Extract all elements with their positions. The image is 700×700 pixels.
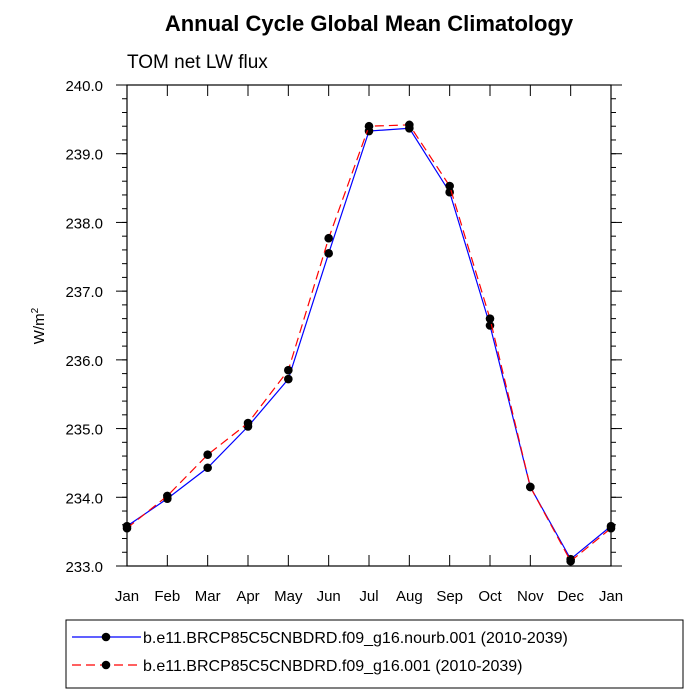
x-tick-label: Jan xyxy=(599,588,623,605)
series-2-point xyxy=(364,121,374,131)
x-tick-label: Jan xyxy=(115,588,139,605)
y-tick-label: 237.0 xyxy=(65,284,103,301)
y-axis-label: W/m2 xyxy=(30,307,48,344)
chart-title: Annual Cycle Global Mean Climatology xyxy=(165,11,574,36)
x-tick-label: Aug xyxy=(396,588,423,605)
series-2-point xyxy=(324,233,333,243)
series-line-2 xyxy=(126,124,612,563)
legend-box xyxy=(65,619,684,689)
y-tick-label: 235.0 xyxy=(65,422,103,439)
x-tick-label: Jun xyxy=(317,588,341,605)
y-tick-label: 236.0 xyxy=(65,353,103,370)
x-tick-label: Nov xyxy=(517,588,544,605)
x-tick-label: Mar xyxy=(195,588,221,605)
y-tick-label: 239.0 xyxy=(65,147,103,164)
series-2-point xyxy=(243,418,253,428)
y-axis-label-main: W/m xyxy=(31,313,48,344)
legend: b.e11.BRCP85C5CNBDRD.f09_g16.nourb.001 (… xyxy=(72,630,568,675)
series-1-point xyxy=(324,249,333,258)
series-2-point xyxy=(284,365,293,375)
y-axis-label-superscript: 2 xyxy=(30,307,41,313)
series-2-point xyxy=(122,523,132,533)
chart-subtitle: TOM net LW flux xyxy=(127,52,268,73)
series-2-point xyxy=(566,556,575,566)
series-1-point xyxy=(203,463,212,473)
x-tick-label: Jul xyxy=(359,588,378,605)
series-2-point xyxy=(163,491,172,501)
plot-area: Jan Feb Mar Apr May Jun Jul Aug Sep Oct Nov Dec Jan 2… xyxy=(65,78,623,605)
x-tick-label: Feb xyxy=(154,588,180,605)
legend-marker-1 xyxy=(101,632,111,642)
series-2-point xyxy=(606,523,616,533)
y-tick-label: 234.0 xyxy=(65,490,103,507)
series-2-point xyxy=(445,181,454,191)
series-2-point xyxy=(203,450,212,459)
y-tick-label: 238.0 xyxy=(65,215,103,232)
x-tick-label: Sep xyxy=(436,588,463,605)
series-line-1 xyxy=(126,127,612,561)
plot-frame xyxy=(126,84,612,567)
series-2-point xyxy=(405,120,414,130)
series-2-point xyxy=(526,482,535,492)
x-tick-label: Apr xyxy=(236,588,259,605)
legend-marker-2 xyxy=(101,660,111,670)
legend-label-2: b.e11.BRCP85C5CNBDRD.f09_g16.001 (2010-2… xyxy=(143,658,522,675)
y-tick-label: 233.0 xyxy=(65,559,103,576)
legend-label-1: b.e11.BRCP85C5CNBDRD.f09_g16.nourb.001 (… xyxy=(143,630,568,647)
x-tick-label: Dec xyxy=(557,588,584,605)
x-tick-label: May xyxy=(274,588,303,605)
series-1-point xyxy=(284,374,293,384)
series-2-point xyxy=(485,314,495,323)
x-tick-label: Oct xyxy=(478,588,502,605)
y-tick-label: 240.0 xyxy=(65,78,103,95)
